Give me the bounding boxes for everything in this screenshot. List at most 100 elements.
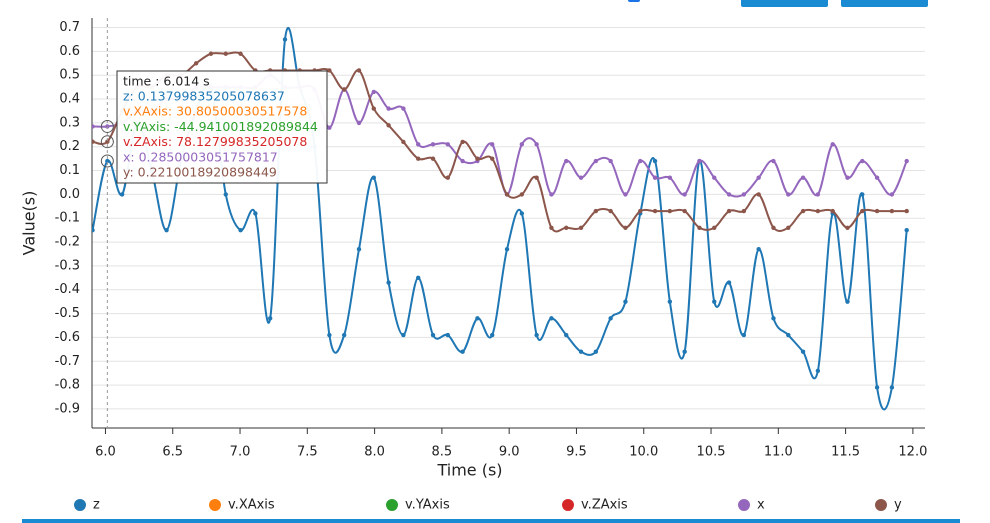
hover-marker	[100, 135, 114, 149]
legend-label: x	[757, 498, 765, 513]
data-point	[593, 158, 599, 164]
x-tick-label: 8.5	[432, 445, 453, 460]
data-point	[712, 175, 717, 180]
y-tick-label: 0.3	[59, 115, 80, 130]
data-point	[786, 332, 791, 338]
data-point	[267, 316, 273, 321]
y-tick-label: 0.0	[59, 187, 80, 202]
data-point	[92, 227, 95, 233]
data-point	[430, 142, 436, 147]
data-point	[874, 208, 880, 214]
data-point	[92, 139, 95, 144]
data-point	[682, 349, 687, 354]
data-point	[845, 225, 850, 230]
legend-label: v.ZAxis	[581, 498, 628, 513]
data-point	[549, 225, 554, 230]
data-point	[800, 349, 806, 354]
data-point	[860, 208, 865, 214]
y-tick-label: -0.9	[55, 401, 80, 416]
legend-marker	[738, 499, 750, 511]
checkbox[interactable]	[628, 0, 640, 2]
x-axis-title: Time (s)	[436, 461, 502, 480]
data-point	[667, 208, 673, 214]
data-point	[460, 139, 465, 145]
data-point	[105, 139, 110, 144]
data-point	[356, 247, 362, 252]
data-point	[904, 227, 909, 233]
data-point	[741, 332, 747, 338]
legend-marker	[74, 499, 86, 511]
legend-marker	[209, 499, 221, 511]
data-point	[386, 280, 391, 285]
legend-label: v.YAxis	[405, 498, 450, 513]
data-point	[815, 208, 821, 214]
data-point	[475, 316, 480, 321]
data-point	[889, 385, 895, 390]
data-point	[193, 61, 199, 66]
data-point	[253, 211, 258, 216]
y-tick-label: 0.5	[59, 68, 80, 83]
data-point	[800, 175, 806, 180]
x-tick-label: 11.0	[764, 445, 793, 460]
data-point	[771, 158, 776, 164]
legend-marker	[386, 499, 398, 511]
data-point	[445, 332, 451, 338]
data-point	[726, 192, 732, 197]
data-point	[416, 156, 421, 161]
data-point	[490, 142, 495, 147]
data-point	[578, 225, 584, 230]
tooltip-line: y: 0.2210018920898449	[123, 165, 277, 180]
x-tick-label: 6.5	[162, 445, 183, 460]
data-point	[726, 280, 732, 285]
data-point	[623, 299, 628, 304]
zoom-button[interactable]: Zoom	[741, 0, 828, 7]
data-point	[356, 68, 362, 73]
y-tick-label: 0.6	[59, 44, 80, 59]
x-tick-label: 11.5	[831, 445, 860, 460]
y-tick-label: 0.4	[59, 92, 80, 107]
x-tick-label: 9.0	[499, 445, 520, 460]
data-point	[830, 142, 835, 147]
y-tick-label: -0.4	[55, 282, 80, 297]
data-point	[638, 208, 643, 214]
data-point	[327, 125, 332, 130]
data-point	[845, 299, 850, 304]
data-point	[356, 120, 362, 126]
data-point	[519, 211, 525, 216]
data-point	[549, 192, 554, 197]
data-point	[682, 208, 687, 214]
show-all-button[interactable]: Show All	[841, 0, 928, 7]
data-point	[786, 192, 791, 197]
tooltip-box	[116, 70, 328, 184]
data-point	[845, 175, 850, 180]
y-tick-label: -0.2	[55, 235, 80, 250]
data-point	[282, 37, 288, 42]
data-point	[238, 227, 243, 233]
data-point	[756, 175, 761, 180]
x-tick-label: 10.0	[629, 445, 658, 460]
tooltip-line: z: 0.1379983520507863​7	[123, 89, 285, 104]
data-point	[874, 175, 880, 180]
data-point	[741, 192, 747, 197]
data-point	[208, 51, 214, 56]
data-point	[623, 225, 628, 230]
data-point	[756, 247, 761, 252]
data-point	[726, 208, 732, 214]
data-point	[119, 192, 125, 197]
data-point	[164, 227, 169, 233]
data-point	[445, 175, 451, 180]
data-point	[490, 332, 495, 338]
data-point	[771, 316, 776, 321]
x-tick-label: 7.5	[297, 445, 318, 460]
data-point	[874, 385, 880, 390]
tooltip-line: v.YAxis: -44.941001892089844	[123, 119, 318, 134]
data-point	[386, 123, 391, 128]
show-points-control[interactable]: Show Points	[628, 0, 722, 3]
data-point	[623, 192, 628, 197]
data-point	[578, 349, 584, 354]
data-point	[327, 68, 332, 73]
y-axis-title: Value(s)	[20, 191, 39, 256]
data-point	[771, 225, 776, 230]
data-point	[92, 124, 95, 129]
data-point	[401, 139, 406, 145]
